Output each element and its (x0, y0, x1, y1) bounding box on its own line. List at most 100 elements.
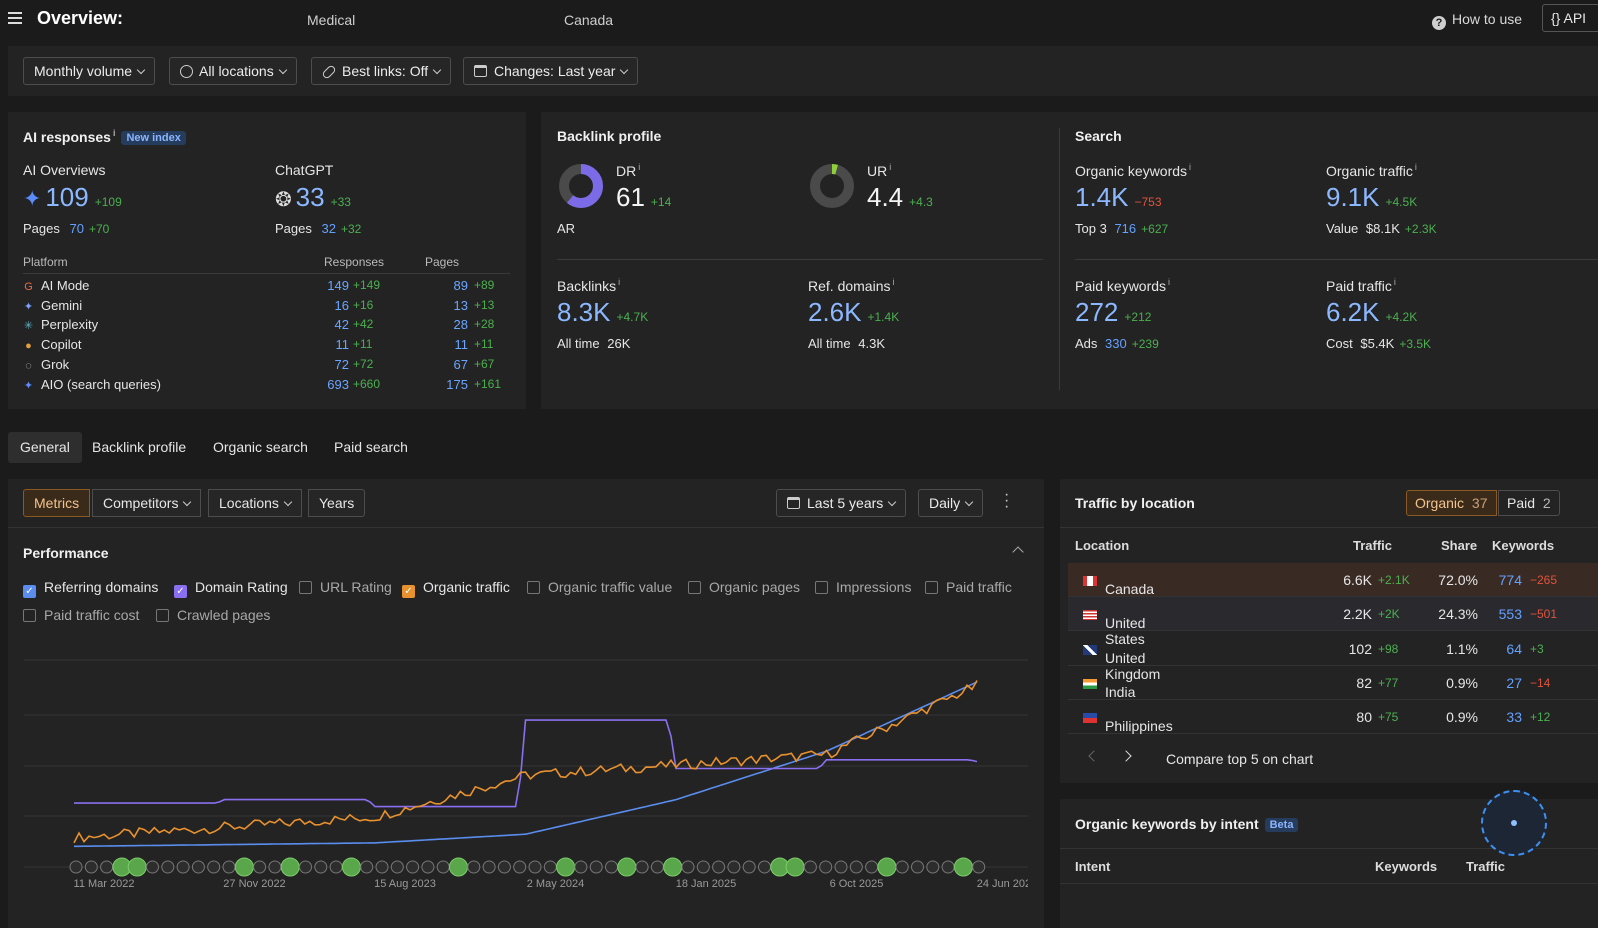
annotation-marker[interactable] (953, 857, 973, 877)
annotation-marker[interactable] (375, 860, 389, 874)
metric-checkbox[interactable]: Impressions (815, 579, 911, 595)
hamburger-menu-icon[interactable] (8, 12, 22, 24)
annotation-marker[interactable] (556, 857, 576, 877)
annotation-marker[interactable] (911, 860, 924, 874)
granularity-dropdown[interactable]: Daily (918, 489, 984, 517)
annotation-marker[interactable] (617, 857, 637, 877)
organic-traffic-metric[interactable]: 9.1K +4.5K (1326, 182, 1417, 213)
annotation-marker[interactable] (785, 857, 805, 877)
tab-backlink-profile[interactable]: Backlink profile (92, 439, 187, 455)
keywords-value[interactable]: 774 (1498, 572, 1522, 588)
changes-dropdown[interactable]: Changes: Last year (463, 57, 639, 85)
tab-paid-search[interactable]: Paid search (334, 439, 408, 455)
annotation-marker[interactable] (543, 860, 557, 874)
annotation-marker[interactable] (341, 857, 361, 877)
annotation-marker[interactable] (127, 857, 147, 877)
dr-metric[interactable]: 61 +14 (616, 182, 671, 213)
ai-platform-row[interactable]: ◌ Grok 72 +72 67 +67 (23, 357, 510, 377)
annotation-marker[interactable] (865, 860, 879, 874)
keywords-value[interactable]: 27 (1506, 674, 1522, 691)
organic-keywords-metric[interactable]: 1.4K −753 (1075, 182, 1162, 213)
annotation-marker[interactable] (635, 860, 649, 874)
api-button[interactable]: {} API (1542, 4, 1598, 32)
pages-value[interactable]: 11 (454, 337, 469, 353)
annotation-marker[interactable] (268, 860, 282, 874)
metric-checkbox[interactable]: ✓ Referring domains (23, 579, 158, 598)
annotation-marker[interactable] (390, 860, 404, 874)
annotation-marker[interactable] (727, 860, 741, 874)
chatgpt-metric[interactable]: ❂ 33 +33 (275, 182, 351, 213)
organic-toggle[interactable]: Organic 37 (1406, 490, 1497, 516)
ref-domains-metric[interactable]: 2.6K +1.4K (808, 297, 899, 328)
more-options-icon[interactable]: · · · (1004, 486, 1010, 515)
pages-value[interactable]: 13 (453, 297, 468, 313)
annotation-marker[interactable] (176, 860, 190, 874)
responses-value[interactable]: 693 (327, 376, 349, 392)
metrics-segment[interactable]: Metrics (23, 489, 91, 517)
annotation-marker[interactable] (69, 860, 83, 874)
annotation-marker[interactable] (191, 860, 205, 874)
ai-platform-row[interactable]: ✦ AIO (search queries) 693 +660 175 +161 (23, 377, 510, 397)
responses-value[interactable]: 16 (334, 297, 349, 313)
pages-value[interactable]: 175 (446, 376, 468, 392)
annotation-marker[interactable] (834, 860, 848, 874)
annotation-marker[interactable] (681, 860, 695, 874)
metric-checkbox[interactable]: Crawled pages (156, 607, 270, 623)
annotation-marker[interactable] (758, 860, 771, 874)
metric-checkbox[interactable]: ✓ Organic traffic (402, 579, 510, 598)
annotation-marker[interactable] (696, 860, 710, 874)
annotation-marker[interactable] (234, 857, 254, 877)
compare-top5-link[interactable]: Compare top 5 on chart (1166, 751, 1314, 767)
tab-organic-search[interactable]: Organic search (213, 439, 308, 455)
metric-checkbox[interactable]: Paid traffic cost (23, 607, 139, 623)
annotation-marker[interactable] (605, 860, 618, 874)
annotation-marker[interactable] (314, 860, 328, 874)
annotation-marker[interactable] (972, 860, 986, 874)
annotation-marker[interactable] (513, 860, 527, 874)
annotation-marker[interactable] (528, 860, 542, 874)
intent-column-header[interactable]: Intent (1075, 859, 1111, 874)
annotation-marker[interactable] (663, 857, 683, 877)
metric-checkbox[interactable]: Organic pages (688, 579, 800, 595)
annotation-marker[interactable] (712, 860, 726, 874)
annotation-marker[interactable] (589, 860, 603, 874)
responses-value[interactable]: 72 (334, 356, 349, 372)
performance-chart[interactable]: 11 Mar 2022 27 Nov 2022 15 Aug 2023 2 May 2… (24, 640, 1028, 892)
monthly-volume-dropdown[interactable]: Monthly volume (23, 57, 156, 85)
paid-traffic-metric[interactable]: 6.2K +4.2K (1326, 297, 1417, 328)
series-line-domain-rating[interactable] (74, 719, 978, 808)
responses-value[interactable]: 11 (335, 337, 350, 353)
keywords-column-header[interactable]: Keywords (1492, 538, 1555, 553)
series-line-organic-traffic[interactable] (73, 680, 978, 844)
annotation-marker[interactable] (449, 857, 468, 877)
assistant-fab[interactable] (1481, 790, 1547, 856)
competitors-segment[interactable]: Competitors (92, 489, 202, 517)
paid-keywords-metric[interactable]: 272 +212 (1075, 297, 1151, 328)
ai-platform-row[interactable]: ✦ Gemini 16 +16 13 +13 (23, 298, 510, 318)
annotation-marker[interactable] (146, 860, 159, 874)
annotation-marker[interactable] (467, 860, 481, 874)
ur-metric[interactable]: 4.4 +4.3 (867, 182, 933, 213)
intent-keywords-column-header[interactable]: Keywords (1375, 859, 1438, 874)
metric-checkbox[interactable]: Organic traffic value (527, 579, 672, 595)
keywords-value[interactable]: 553 (1498, 606, 1522, 623)
annotation-marker[interactable] (84, 860, 98, 874)
responses-value[interactable]: 42 (334, 317, 349, 333)
annotation-marker[interactable] (849, 860, 863, 874)
annotation-marker[interactable] (819, 860, 833, 874)
annotation-marker[interactable] (329, 860, 343, 874)
annotation-marker[interactable] (650, 860, 664, 874)
annotation-marker[interactable] (280, 857, 300, 877)
share-column-header[interactable]: Share (1441, 538, 1478, 553)
responses-value[interactable]: 149 (327, 278, 349, 293)
annotation-marker[interactable] (926, 860, 940, 874)
location-column-header[interactable]: Location (1075, 538, 1130, 553)
location-row[interactable]: United States 2.2K +2K 24.3% 553 −501 (1068, 597, 1598, 647)
location-row[interactable]: Philippines 80 +75 0.9% 33 +12 (1068, 700, 1598, 735)
locations-segment[interactable]: Locations (208, 489, 302, 517)
annotation-marker[interactable] (100, 860, 114, 874)
annotation-marker[interactable] (877, 857, 897, 877)
annotation-marker[interactable] (421, 860, 435, 874)
info-icon[interactable]: i (112, 128, 116, 138)
keywords-value[interactable]: 33 (1506, 709, 1522, 726)
